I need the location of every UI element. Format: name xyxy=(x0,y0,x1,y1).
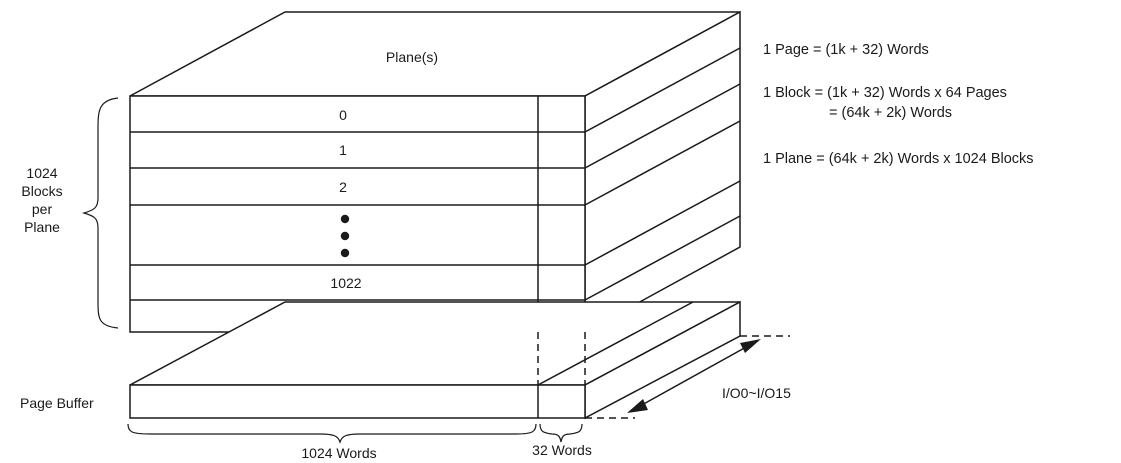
words-spare-label: 32 Words xyxy=(532,442,592,458)
plane-title: Plane(s) xyxy=(386,49,438,65)
io-label: I/O0~I/O15 xyxy=(722,385,791,401)
equation-page: 1 Page = (1k + 32) Words xyxy=(763,42,929,58)
equation-plane: 1 Plane = (64k + 2k) Words x 1024 Blocks xyxy=(763,151,1034,167)
equation-block-line-1: 1 Block = (1k + 32) Words x 64 Pages xyxy=(763,85,1007,101)
block-label-1022: 1022 xyxy=(330,275,361,291)
block-label-0: 0 xyxy=(339,107,347,123)
blocks-per-plane-line-1: 1024 xyxy=(26,165,57,181)
blocks-per-plane-line-2: Blocks xyxy=(21,183,62,199)
plane-cube xyxy=(129,10,741,334)
block-label-2: 2 xyxy=(339,179,347,195)
page-buffer-front-face xyxy=(129,384,586,419)
plane-front-face xyxy=(129,95,586,333)
left-brace-icon xyxy=(81,97,119,329)
words-main-brace-icon xyxy=(127,423,537,444)
words-spare-brace-icon xyxy=(539,423,583,443)
words-main-label: 1024 Words xyxy=(301,445,376,461)
page-buffer-slab xyxy=(129,300,741,420)
ellipsis-dots-icon xyxy=(340,214,350,258)
page-buffer-label: Page Buffer xyxy=(20,395,94,411)
blocks-per-plane-line-4: Plane xyxy=(24,219,60,235)
equation-block-line-2: = (64k + 2k) Words xyxy=(829,105,952,121)
block-label-1: 1 xyxy=(339,142,347,158)
io-width-arrow-icon xyxy=(627,339,761,413)
blocks-per-plane-line-3: per xyxy=(32,201,53,217)
